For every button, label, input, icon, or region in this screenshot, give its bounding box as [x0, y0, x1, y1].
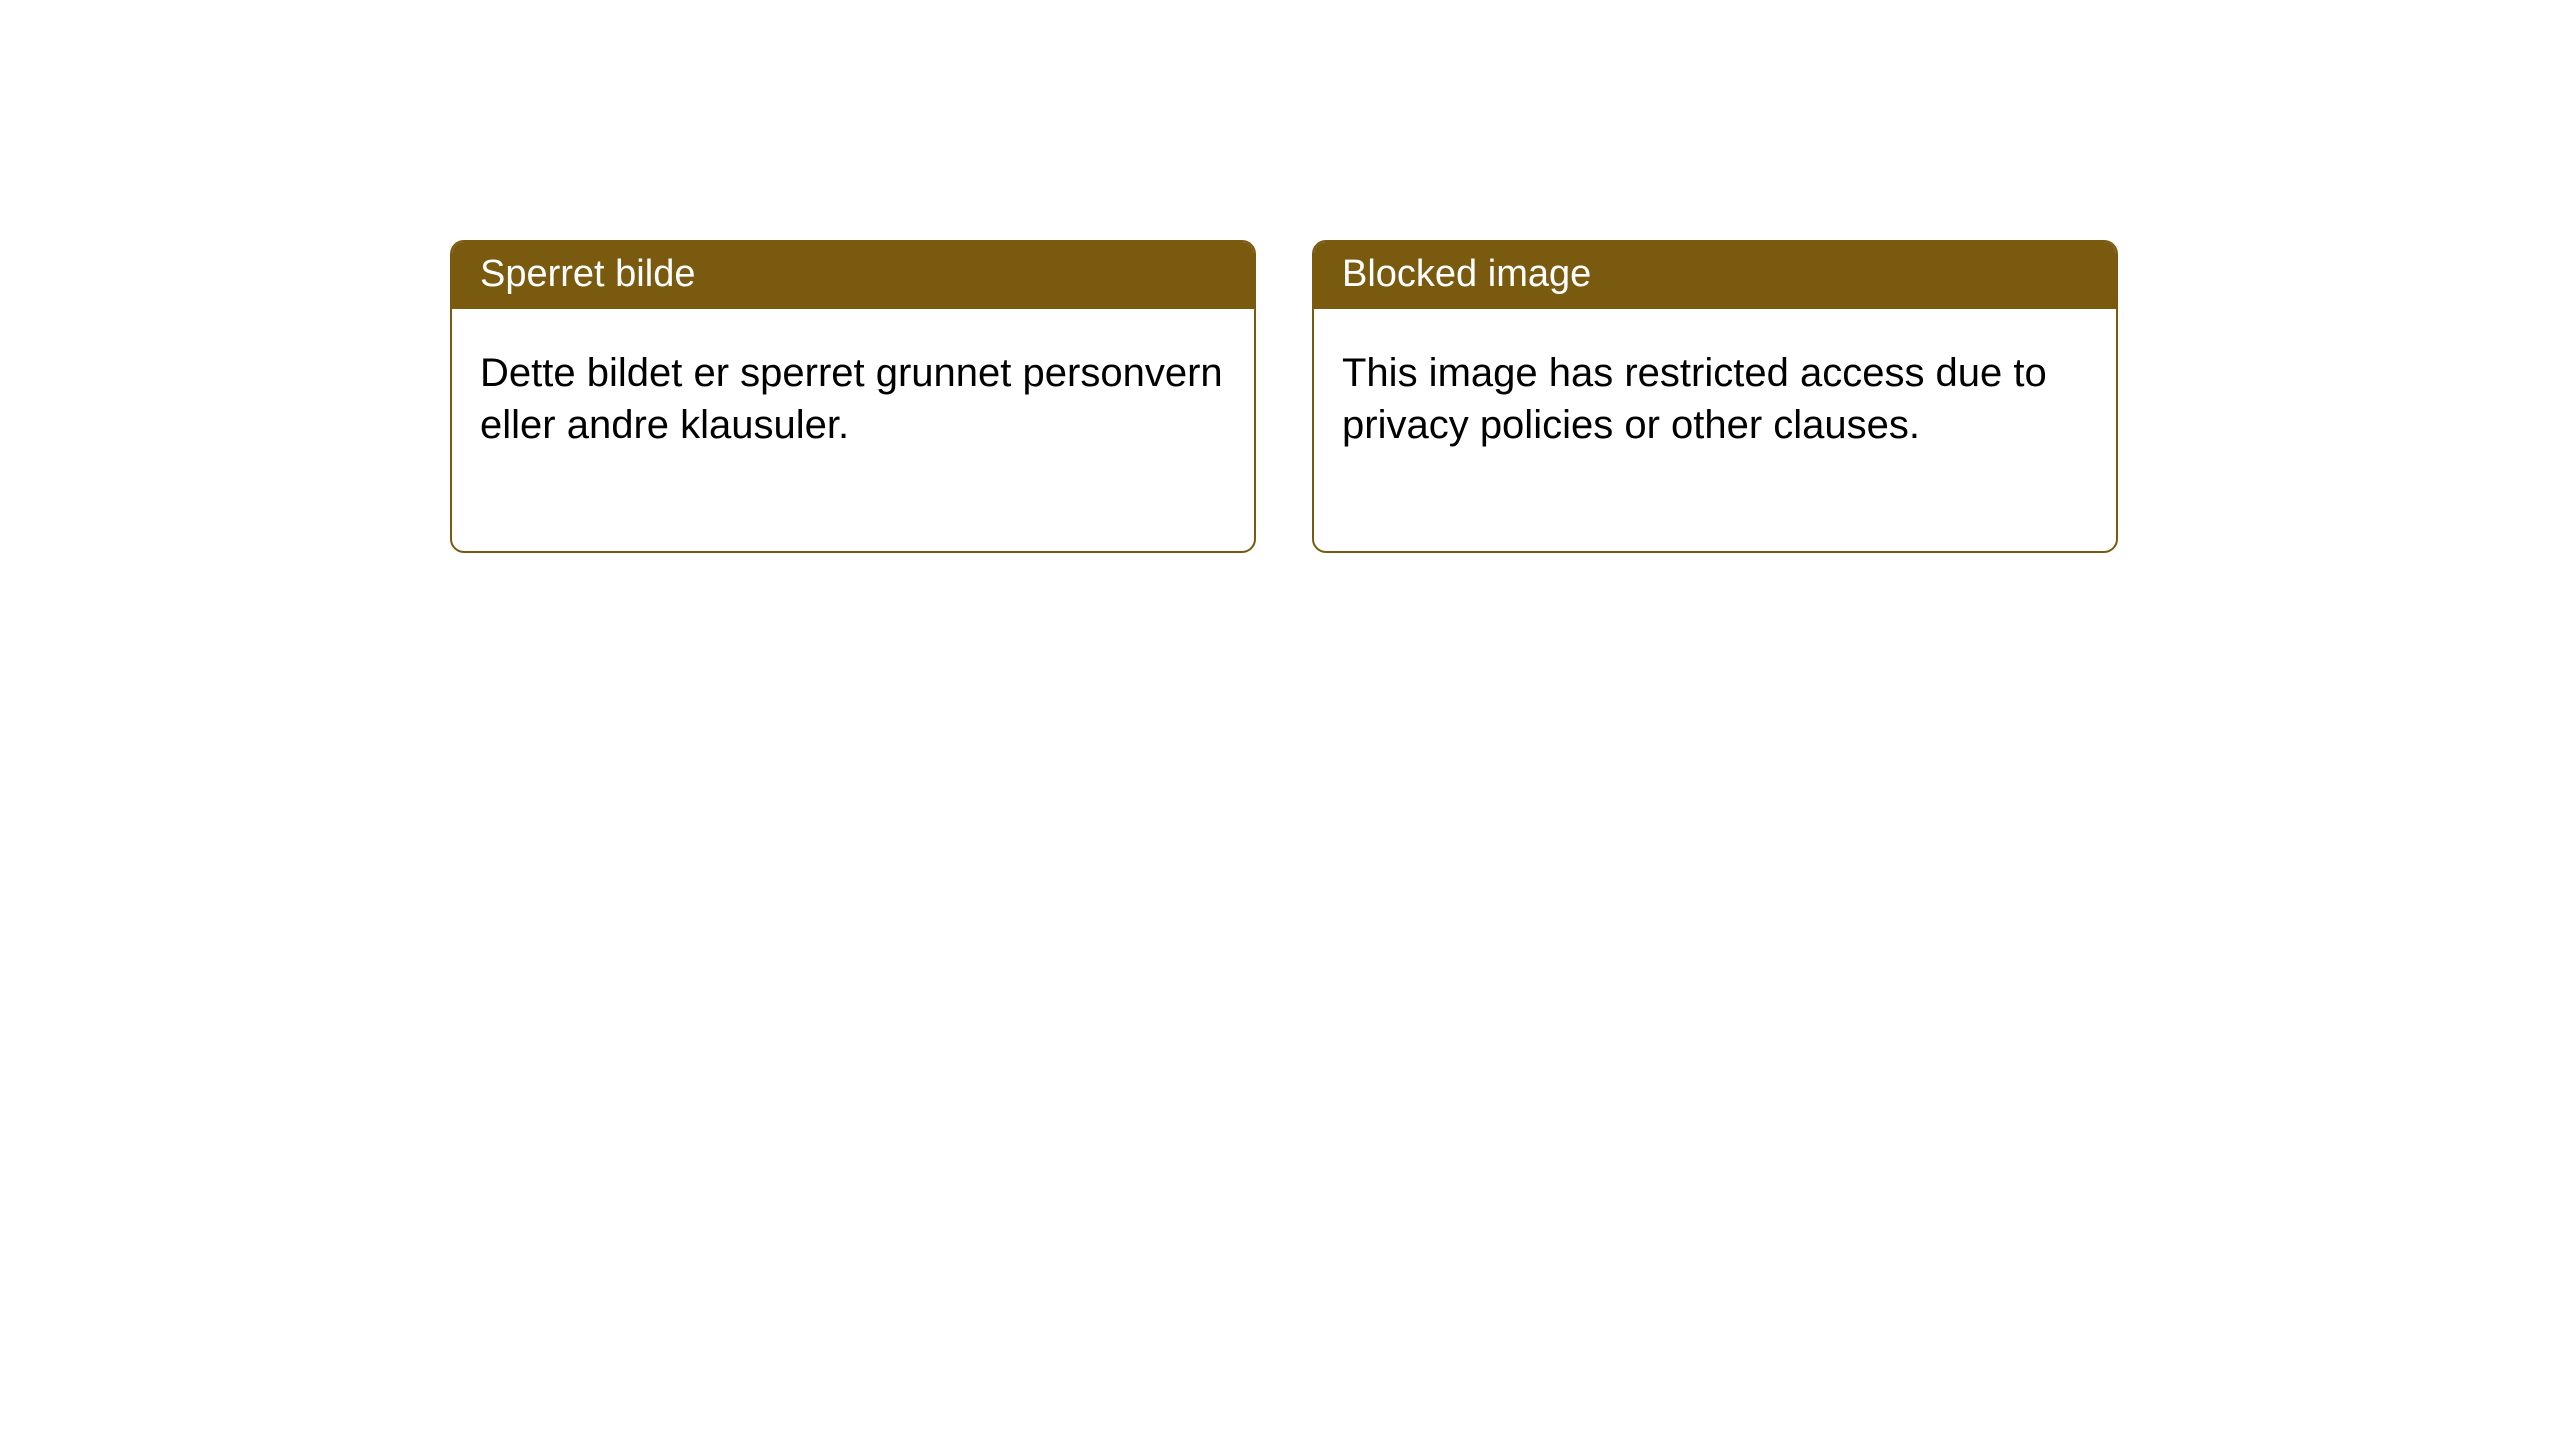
- notice-title: Sperret bilde: [452, 242, 1254, 309]
- notice-title: Blocked image: [1314, 242, 2116, 309]
- notice-card-english: Blocked image This image has restricted …: [1312, 240, 2118, 553]
- notices-container: Sperret bilde Dette bildet er sperret gr…: [0, 0, 2560, 553]
- notice-body: Dette bildet er sperret grunnet personve…: [452, 309, 1254, 551]
- notice-body: This image has restricted access due to …: [1314, 309, 2116, 551]
- notice-card-norwegian: Sperret bilde Dette bildet er sperret gr…: [450, 240, 1256, 553]
